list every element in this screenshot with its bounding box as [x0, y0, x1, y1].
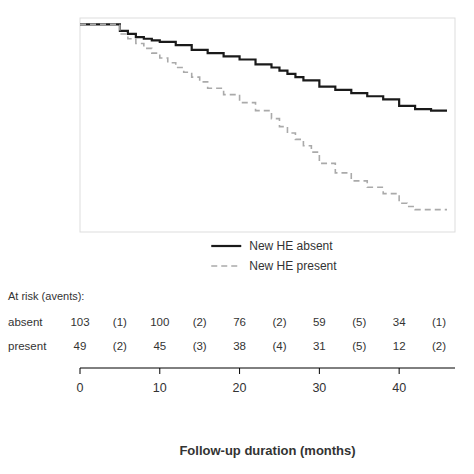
x-tick — [80, 368, 81, 374]
at-risk-value: (2) — [193, 316, 207, 328]
x-tick-label: 30 — [312, 381, 326, 395]
at-risk-value: (1) — [432, 316, 446, 328]
chart-container: New HE absent New HE present At risk (aven… — [0, 0, 474, 474]
at-risk-value: (2) — [272, 316, 286, 328]
plot-area — [80, 24, 447, 209]
x-tick-label: 20 — [233, 381, 247, 395]
at-risk-value: (2) — [432, 340, 446, 352]
at-risk-value: 103 — [70, 316, 89, 328]
at-risk-value: (3) — [193, 340, 207, 352]
at-risk-value: 34 — [393, 316, 406, 328]
x-axis: 0 10 20 30 40 — [77, 368, 407, 395]
x-tick-label: 40 — [392, 381, 406, 395]
at-risk-value: 49 — [74, 340, 87, 352]
at-risk-value: 59 — [313, 316, 326, 328]
at-risk-value: (4) — [272, 340, 286, 352]
at-risk-header: At risk (avents): — [8, 290, 84, 302]
plot-frame — [80, 18, 455, 232]
at-risk-row-label: present — [8, 340, 47, 352]
at-risk-table: At risk (avents): absent 103 (1) 100 (2) 76 (2)… — [8, 290, 446, 352]
chart: New HE absent New HE present At risk (aven… — [0, 0, 474, 474]
survival-curve — [80, 24, 447, 110]
at-risk-value: 38 — [233, 340, 246, 352]
legend-swatch — [211, 245, 241, 247]
x-tick — [319, 368, 320, 374]
at-risk-value: 76 — [233, 316, 246, 328]
legend: New HE absent New HE present — [211, 239, 337, 273]
x-axis-label: Follow-up duration (months) — [179, 443, 355, 458]
at-risk-value: (5) — [352, 340, 366, 352]
x-tick-label: 10 — [153, 381, 167, 395]
at-risk-value: 31 — [313, 340, 326, 352]
legend-label: New HE present — [249, 259, 337, 273]
at-risk-value: 12 — [393, 340, 406, 352]
legend-swatch — [211, 265, 241, 267]
x-tick — [399, 368, 400, 374]
at-risk-value: (1) — [113, 316, 127, 328]
survival-curve — [80, 24, 447, 209]
x-tick — [239, 368, 240, 374]
at-risk-value: 45 — [153, 340, 166, 352]
x-tick-label: 0 — [77, 381, 84, 395]
at-risk-row-label: absent — [8, 316, 43, 328]
at-risk-value: (2) — [113, 340, 127, 352]
legend-label: New HE absent — [249, 239, 333, 253]
x-tick — [159, 368, 160, 374]
at-risk-value: 100 — [150, 316, 169, 328]
at-risk-value: (5) — [352, 316, 366, 328]
